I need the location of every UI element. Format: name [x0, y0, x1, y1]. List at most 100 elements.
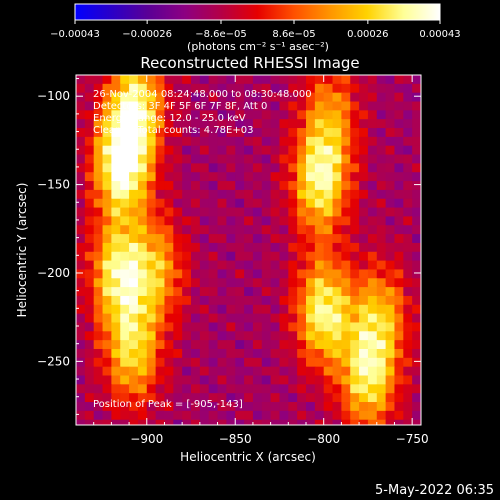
- heatmap-cell: [155, 181, 166, 191]
- heatmap-cell: [412, 340, 421, 350]
- heatmap-cell: [111, 304, 121, 315]
- heatmap-cell: [84, 181, 95, 191]
- heatmap-cell: [394, 189, 404, 200]
- heatmap-cell: [359, 234, 369, 244]
- heatmap-cell: [359, 357, 369, 368]
- heatmap-cell: [314, 260, 325, 271]
- heatmap-cell: [376, 384, 387, 394]
- heatmap-cell: [208, 304, 219, 315]
- heatmap-cell: [120, 83, 130, 94]
- heatmap-cell: [279, 110, 289, 120]
- heatmap-cell: [244, 136, 254, 147]
- heatmap-cell: [191, 154, 201, 164]
- heatmap-cell: [279, 189, 289, 200]
- heatmap-cell: [385, 260, 396, 271]
- heatmap-cell: [367, 189, 378, 200]
- heatmap-cell: [252, 154, 263, 164]
- heatmap-cell: [341, 251, 351, 262]
- heatmap-cell: [137, 154, 148, 164]
- heatmap-cell: [279, 101, 289, 111]
- heatmap-cell: [270, 410, 281, 421]
- heatmap-cell: [173, 198, 183, 209]
- heatmap-cell: [93, 260, 104, 271]
- heatmap-cell: [137, 260, 148, 271]
- heatmap-cell: [84, 410, 95, 421]
- heatmap-cell: [164, 207, 174, 218]
- heatmap-cell: [226, 357, 236, 368]
- heatmap-cell: [323, 128, 334, 138]
- heatmap-cell: [235, 172, 245, 182]
- heatmap-cell: [146, 189, 157, 200]
- heatmap-cell: [323, 331, 334, 341]
- heatmap-cell: [341, 128, 351, 138]
- heatmap-cell: [385, 92, 396, 103]
- heatmap-cell: [137, 136, 148, 147]
- heatmap-cell: [341, 181, 351, 191]
- heatmap-cell: [394, 92, 404, 103]
- heatmap-cell: [332, 375, 342, 385]
- heatmap-cell: [146, 410, 157, 421]
- heatmap-cell: [129, 366, 139, 377]
- heatmap-cell: [244, 119, 254, 129]
- heatmap-cell: [244, 384, 254, 394]
- heatmap-cell: [403, 278, 413, 288]
- heatmap-cell: [350, 198, 360, 209]
- heatmap-cell: [385, 163, 396, 173]
- heatmap-cell: [173, 128, 183, 138]
- heatmap-cell: [323, 260, 334, 271]
- heatmap-cell: [341, 154, 351, 164]
- heatmap-cell: [129, 419, 139, 425]
- heatmap-cell: [252, 419, 263, 425]
- heatmap-cell: [323, 366, 334, 377]
- heatmap-cell: [217, 101, 227, 111]
- heatmap-cell: [208, 260, 219, 271]
- heatmap-cell: [252, 163, 263, 173]
- heatmap-cell: [261, 384, 272, 394]
- heatmap-cell: [261, 225, 272, 235]
- heatmap-cell: [376, 331, 387, 341]
- heatmap-cell: [199, 260, 210, 271]
- heatmap-cell: [155, 366, 166, 377]
- heatmap-cell: [412, 163, 421, 173]
- heatmap-cell: [306, 101, 316, 111]
- heatmap-cell: [199, 322, 210, 332]
- heatmap-cell: [314, 225, 325, 235]
- heatmap-cell: [279, 260, 289, 271]
- heatmap-cell: [93, 402, 104, 412]
- heatmap-cell: [155, 331, 166, 341]
- heatmap-cell: [173, 75, 183, 85]
- heatmap-cell: [376, 119, 387, 129]
- heatmap-cell: [359, 322, 369, 332]
- heatmap-cell: [208, 189, 219, 200]
- heatmap-cell: [226, 375, 236, 385]
- heatmap-cell: [323, 340, 334, 350]
- heatmap-cell: [350, 110, 360, 120]
- heatmap-cell: [164, 375, 174, 385]
- heatmap-cell: [137, 402, 148, 412]
- heatmap-cell: [137, 410, 148, 421]
- heatmap-cell: [297, 304, 307, 315]
- heatmap-cell: [367, 172, 378, 182]
- heatmap-cell: [208, 331, 219, 341]
- heatmap-cell: [288, 278, 298, 288]
- heatmap-cell: [359, 410, 369, 421]
- heatmap-cell: [412, 402, 421, 412]
- heatmap-cell: [76, 384, 86, 394]
- heatmap-cell: [297, 242, 307, 253]
- heatmap-cell: [252, 393, 263, 403]
- heatmap-cell: [226, 234, 236, 244]
- heatmap-cell: [376, 304, 387, 315]
- heatmap-cell: [199, 75, 210, 85]
- heatmap-cell: [350, 348, 360, 359]
- heatmap-cell: [279, 304, 289, 315]
- heatmap-cell: [412, 181, 421, 191]
- heatmap-cell: [359, 340, 369, 350]
- heatmap-cell: [376, 419, 387, 425]
- heatmap-cell: [297, 216, 307, 226]
- heatmap-cell: [137, 340, 148, 350]
- heatmap-cell: [385, 366, 396, 377]
- heatmap-cell: [341, 242, 351, 253]
- heatmap-cell: [306, 295, 316, 306]
- heatmap-cell: [235, 163, 245, 173]
